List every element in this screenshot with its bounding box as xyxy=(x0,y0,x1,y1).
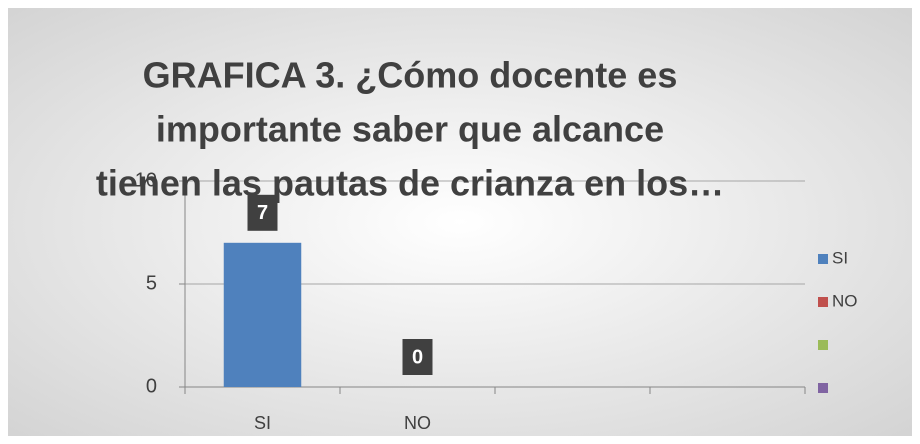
bar xyxy=(223,242,302,387)
y-tick-label: 0 xyxy=(146,375,157,397)
legend-swatch xyxy=(818,297,828,307)
chart-title: tienen las pautas de crianza en los… xyxy=(96,163,724,204)
y-tick-label: 5 xyxy=(146,272,157,294)
chart-title: GRAFICA 3. ¿Cómo docente es xyxy=(143,55,678,96)
y-tick-label: 10 xyxy=(135,169,157,191)
chart-background xyxy=(8,8,912,436)
data-label: 0 xyxy=(412,346,423,368)
data-label-box xyxy=(247,194,278,231)
data-label-box xyxy=(402,339,433,375)
legend-swatch xyxy=(818,254,828,264)
x-tick-label: SI xyxy=(254,413,271,433)
data-label: 7 xyxy=(257,202,268,224)
x-tick-label: NO xyxy=(404,413,431,433)
legend-swatch xyxy=(818,340,828,350)
legend-label: SI xyxy=(832,248,848,267)
legend-label: NO xyxy=(832,291,858,310)
chart-title: importante saber que alcance xyxy=(156,109,664,150)
legend-swatch xyxy=(818,383,828,393)
